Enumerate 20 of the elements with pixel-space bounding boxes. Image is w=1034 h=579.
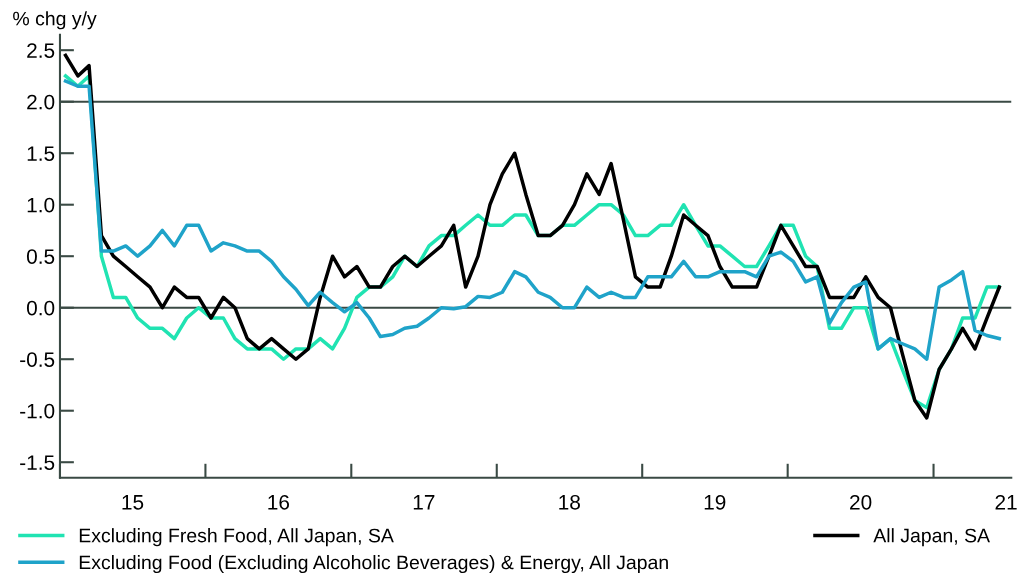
- legend-label: All Japan, SA: [873, 528, 990, 547]
- y-tick-label: 1.5: [27, 146, 55, 161]
- y-tick-label: -1.5: [20, 455, 55, 470]
- y-tick-label: -0.5: [20, 352, 55, 367]
- x-tick-label: 19: [704, 494, 726, 510]
- y-tick-label: -1.0: [20, 403, 55, 419]
- x-tick-label: 16: [268, 494, 290, 510]
- y-tick-label: 2.5: [27, 43, 55, 58]
- x-tick-label: 15: [122, 495, 144, 510]
- y-tick-label: 0.0: [26, 300, 55, 316]
- x-tick-label: 20: [850, 494, 872, 510]
- y-tick-label: 0.5: [26, 249, 55, 264]
- y-tick-label: 1.0: [27, 197, 55, 213]
- x-tick-label: 21: [995, 494, 1017, 510]
- x-tick-label: 17: [413, 495, 435, 510]
- legend-label: Excluding Food (Excluding Alcoholic Beverages) & Energy, All Japan: [79, 555, 668, 574]
- y-axis-title: % chg y/y: [13, 11, 97, 30]
- y-tick-label: 2.0: [27, 94, 55, 110]
- legend-label: Excluding Fresh Food, All Japan, SA: [79, 528, 394, 547]
- x-tick-label: 18: [559, 494, 580, 510]
